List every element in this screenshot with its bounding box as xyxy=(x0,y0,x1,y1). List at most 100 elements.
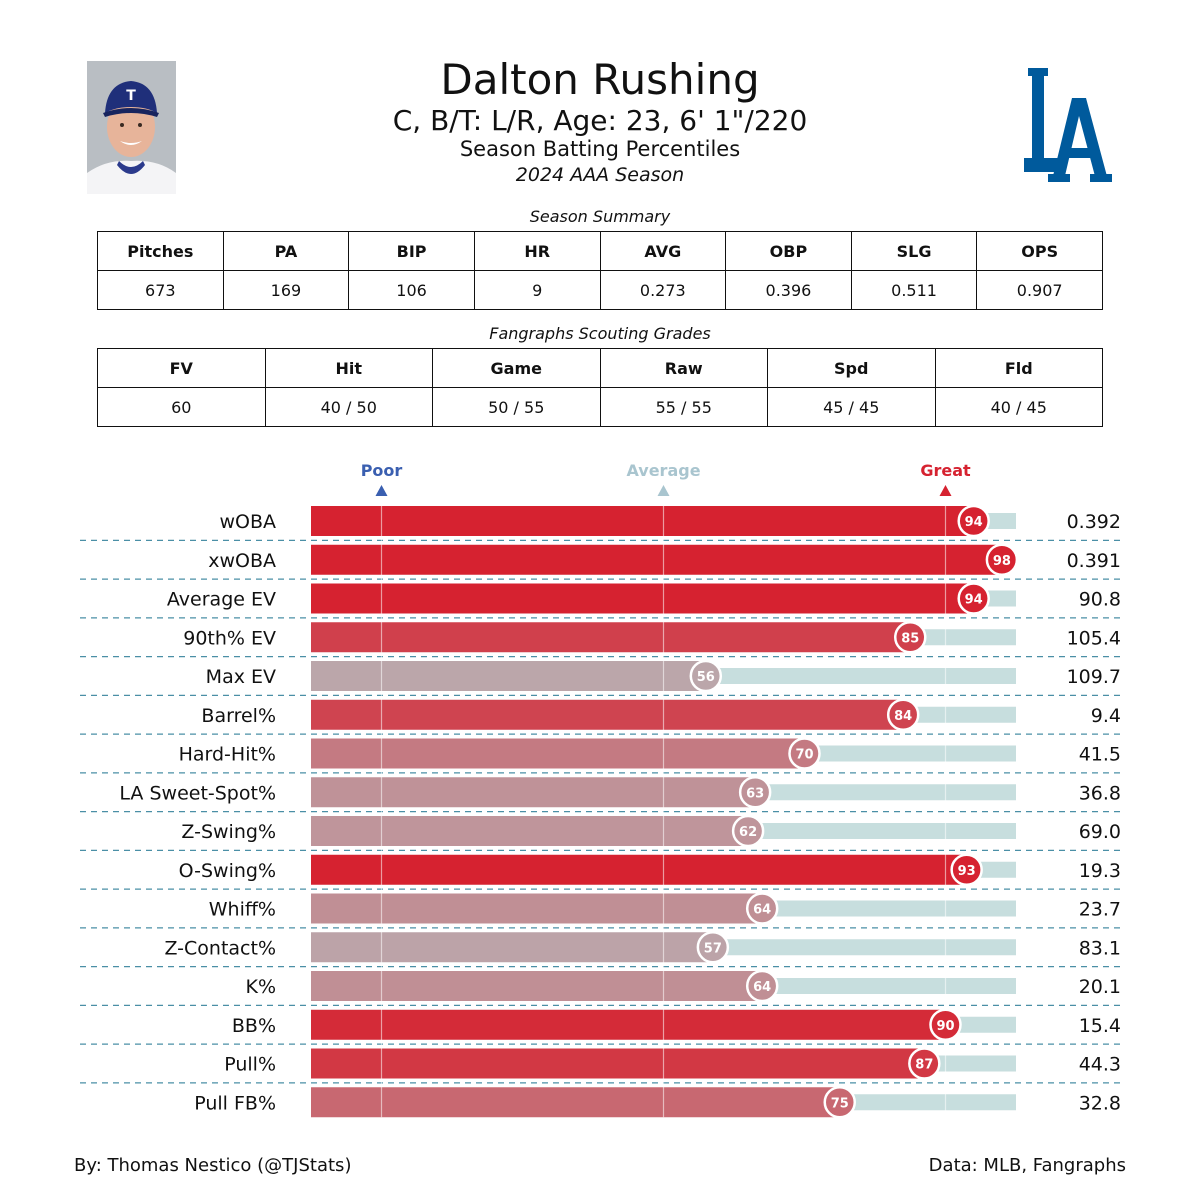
stat-value: 23.7 xyxy=(1079,899,1121,921)
chart-subtitle: Season Batting Percentiles xyxy=(459,137,741,161)
stat-value: 41.5 xyxy=(1079,744,1121,766)
percentile-marker xyxy=(985,543,1019,576)
category-label: Pull% xyxy=(224,1054,276,1076)
grades-header-row: FV Hit Game Raw Spd Fld xyxy=(97,348,1103,388)
percentile-label: 94 xyxy=(965,515,983,530)
summary-value-cell: 0.511 xyxy=(850,270,978,310)
stat-value: 9.4 xyxy=(1091,705,1121,727)
percentile-bar xyxy=(311,1048,925,1079)
percentile-marker xyxy=(957,582,990,615)
percentile-label: 63 xyxy=(746,786,764,801)
percentile-marker xyxy=(908,1047,941,1080)
percentile-marker xyxy=(950,853,983,886)
category-label: Hard-Hit% xyxy=(179,744,276,766)
percentile-bar xyxy=(311,506,974,536)
grades-table: FV Hit Game Raw Spd Fld 60 40 / 50 50 / … xyxy=(97,348,1103,427)
stat-value: 20.1 xyxy=(1079,976,1121,998)
summary-value-cell: 9 xyxy=(473,270,601,310)
percentile-marker xyxy=(788,737,821,770)
scale-label-great: Great xyxy=(920,461,971,480)
grades-value-cell: 60 xyxy=(97,387,266,427)
summary-title: Season Summary xyxy=(529,207,671,226)
summary-header-cell: AVG xyxy=(599,231,727,271)
percentile-marker xyxy=(957,504,990,538)
percentile-marker xyxy=(738,776,772,809)
category-label: xwOBA xyxy=(208,550,276,572)
percentile-label: 87 xyxy=(915,1058,933,1073)
category-label: LA Sweet-Spot% xyxy=(119,782,276,804)
percentile-bar xyxy=(311,583,974,614)
stat-value: 0.392 xyxy=(1067,511,1121,533)
summary-value-cell: 169 xyxy=(222,270,350,310)
stat-value: 19.3 xyxy=(1079,860,1121,882)
percentile-label: 56 xyxy=(697,670,715,685)
percentile-label: 64 xyxy=(753,980,771,995)
percentile-bar xyxy=(311,893,763,924)
summary-header-cell: BIP xyxy=(348,231,475,271)
stat-value: 32.8 xyxy=(1079,1092,1121,1114)
svg-text:T: T xyxy=(126,88,136,104)
percentile-chart: Poor Average Great wOBA 0.392 xwOBA 0.391 Avera… xyxy=(80,461,1121,1119)
summary-value-cell: 0.273 xyxy=(599,270,727,310)
percentile-bar xyxy=(311,1087,840,1118)
percentile-marker xyxy=(929,1008,962,1041)
summary-header-cell: SLG xyxy=(850,231,978,271)
footer-credit: By: Thomas Nestico (@TJStats) xyxy=(74,1155,352,1176)
stat-value: 44.3 xyxy=(1079,1054,1121,1076)
category-label: Pull FB% xyxy=(194,1092,276,1114)
summary-value-cell: 106 xyxy=(348,270,475,310)
percentile-marker xyxy=(696,931,730,964)
player-info: C, B/T: L/R, Age: 23, 6' 1"/220 xyxy=(392,104,808,137)
summary-value-cell: 673 xyxy=(97,270,224,310)
percentile-marker xyxy=(886,698,920,731)
percentile-label: 93 xyxy=(958,864,976,879)
summary-value-row: 673 169 106 9 0.273 0.396 0.511 0.907 xyxy=(97,270,1103,310)
percentile-label: 94 xyxy=(965,593,983,608)
stat-value: 15.4 xyxy=(1079,1015,1121,1037)
team-logo xyxy=(1020,62,1115,190)
season-label: 2024 AAA Season xyxy=(515,164,685,186)
stat-value: 36.8 xyxy=(1079,782,1121,804)
category-label: wOBA xyxy=(219,511,276,533)
category-label: 90th% EV xyxy=(183,627,276,649)
grades-header-cell: Fld xyxy=(934,348,1103,388)
stat-value: 109.7 xyxy=(1067,666,1121,688)
stat-value: 69.0 xyxy=(1079,821,1121,843)
percentile-bar xyxy=(311,699,904,730)
stat-value: 83.1 xyxy=(1079,937,1121,959)
percentile-label: 85 xyxy=(901,631,919,646)
percentile-bar xyxy=(311,816,749,846)
category-label: Average EV xyxy=(167,589,276,611)
percentile-marker xyxy=(689,659,723,693)
summary-value-cell: 0.396 xyxy=(725,270,852,310)
percentile-label: 90 xyxy=(936,1019,954,1034)
percentile-marker xyxy=(894,621,927,654)
scale-marker-great xyxy=(939,485,952,496)
percentile-label: 84 xyxy=(894,709,912,724)
category-label: BB% xyxy=(232,1015,276,1037)
summary-header-cell: Pitches xyxy=(97,231,224,271)
percentile-label: 62 xyxy=(739,825,757,840)
player-photo: T xyxy=(87,61,176,194)
summary-header-cell: OBP xyxy=(725,231,852,271)
scale-label-poor: Poor xyxy=(361,461,403,480)
category-label: O-Swing% xyxy=(179,860,276,882)
percentile-bar xyxy=(311,544,1002,575)
percentile-bar xyxy=(311,738,805,769)
percentile-label: 75 xyxy=(831,1096,849,1111)
grades-header-cell: Spd xyxy=(767,348,936,388)
summary-header-cell: PA xyxy=(222,231,350,271)
percentile-marker xyxy=(823,1086,856,1119)
scale-marker-average xyxy=(657,485,670,496)
player-name: Dalton Rushing xyxy=(440,55,760,104)
category-label: Whiff% xyxy=(209,899,276,921)
stat-value: 0.391 xyxy=(1067,550,1121,572)
category-label: K% xyxy=(245,976,276,998)
grades-value-cell: 40 / 45 xyxy=(934,387,1103,427)
percentile-bar xyxy=(311,777,756,808)
grades-header-cell: FV xyxy=(97,348,266,388)
summary-header-row: Pitches PA BIP HR AVG OBP SLG OPS xyxy=(97,231,1103,271)
percentile-label: 57 xyxy=(704,941,722,956)
grades-header-cell: Game xyxy=(432,348,601,388)
stat-value: 105.4 xyxy=(1067,627,1121,649)
